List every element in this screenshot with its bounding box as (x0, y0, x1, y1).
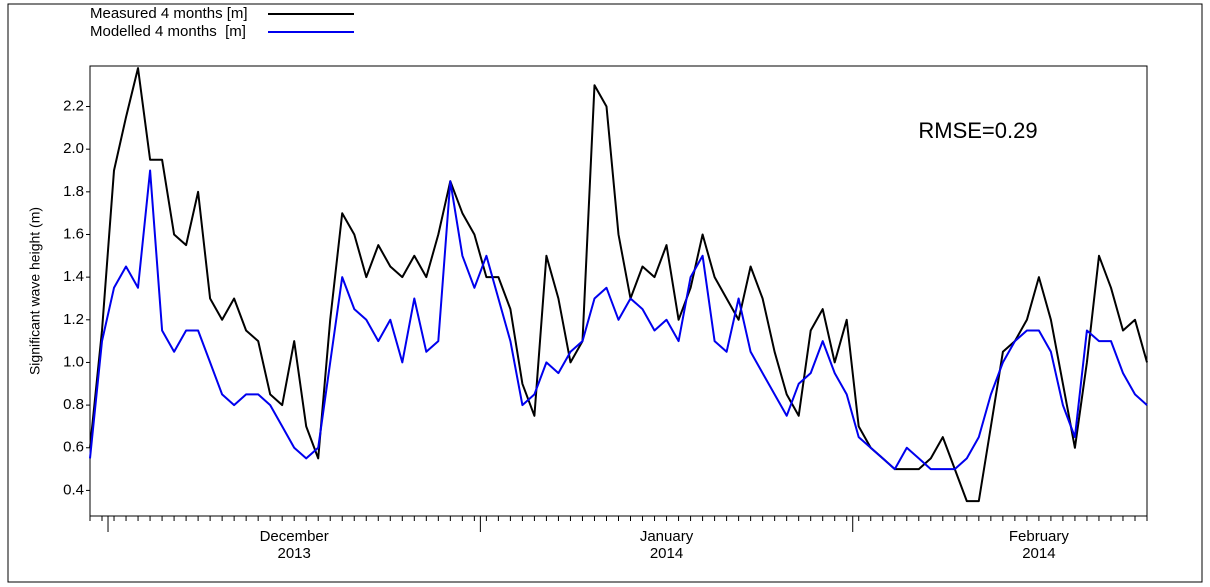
y-tick-label: 1.2 (63, 311, 84, 328)
annotation: RMSE=0.29 (918, 118, 1037, 143)
x-tick-label: February 2014 (1008, 528, 1069, 562)
series-line (89, 169, 1148, 471)
y-tick-label: 0.8 (63, 396, 84, 413)
y-tick-label: 1.0 (63, 353, 84, 370)
y-tick-label: 2.0 (63, 140, 84, 157)
y-tick-label: 2.2 (63, 97, 84, 114)
x-tick-label: December 2013 (259, 528, 329, 562)
frame (7, 3, 1203, 583)
x-tick-label: January 2014 (639, 528, 694, 562)
y-tick-label: 1.8 (63, 183, 84, 200)
y-tick-label: 1.4 (63, 268, 84, 285)
y-tick-label: 0.4 (63, 481, 84, 498)
legend-label: Measured 4 months [m] (90, 5, 248, 22)
y-tick-label: 1.6 (63, 225, 84, 242)
series-line (89, 67, 1148, 503)
y-tick-label: 0.6 (63, 439, 84, 456)
legend-label: Modelled 4 months [m] (90, 23, 246, 40)
y-axis-label: Significant wave height (m) (27, 207, 43, 375)
